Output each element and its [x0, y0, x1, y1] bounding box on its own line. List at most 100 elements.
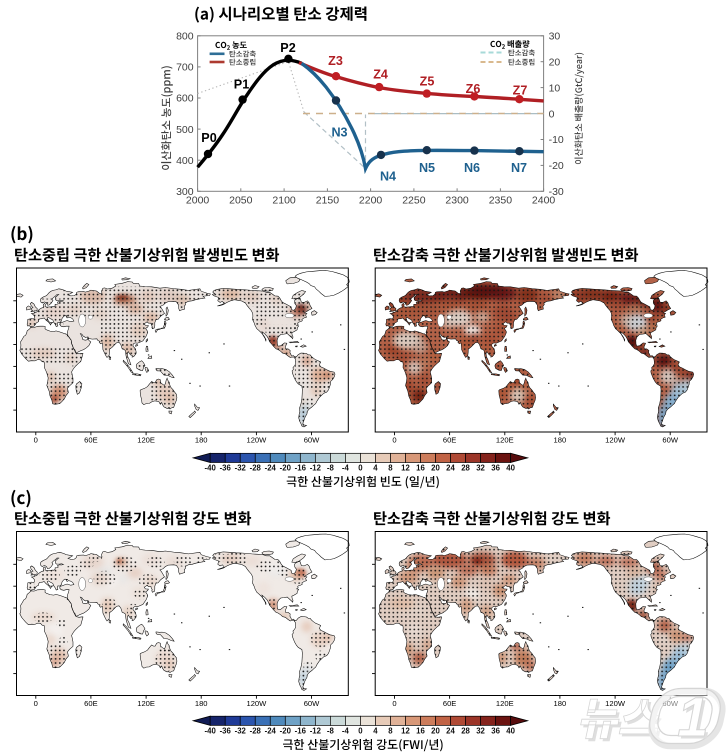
svg-text:16: 16: [416, 464, 425, 473]
svg-text:16: 16: [416, 727, 425, 736]
svg-text:N4: N4: [380, 170, 396, 184]
svg-text:-24: -24: [265, 464, 277, 473]
svg-text:2400: 2400: [532, 195, 556, 207]
svg-text:-12: -12: [310, 727, 322, 736]
svg-text:4: 4: [373, 727, 378, 736]
svg-text:60E: 60E: [443, 699, 457, 708]
svg-text:60E: 60E: [84, 699, 98, 708]
svg-text:0: 0: [392, 699, 396, 708]
svg-text:0: 0: [392, 435, 396, 444]
svg-text:2050: 2050: [229, 195, 253, 207]
svg-text:0: 0: [549, 108, 555, 120]
svg-text:400: 400: [176, 155, 194, 167]
svg-text:60W: 60W: [304, 435, 320, 444]
svg-text:P1: P1: [234, 78, 249, 92]
svg-text:Z4: Z4: [373, 68, 388, 82]
svg-text:120W: 120W: [605, 435, 626, 444]
svg-text:Z5: Z5: [420, 75, 435, 89]
svg-text:36: 36: [491, 727, 500, 736]
svg-text:24: 24: [446, 464, 455, 473]
svg-text:24: 24: [446, 727, 455, 736]
svg-text:-36: -36: [220, 464, 232, 473]
svg-text:60W: 60W: [662, 435, 678, 444]
svg-text:12: 12: [401, 464, 410, 473]
svg-text:120E: 120E: [137, 699, 155, 708]
svg-text:2250: 2250: [402, 195, 426, 207]
svg-text:-16: -16: [295, 727, 307, 736]
svg-text:12: 12: [401, 727, 410, 736]
svg-text:-24: -24: [265, 727, 277, 736]
svg-text:2000: 2000: [186, 195, 210, 207]
svg-text:120W: 120W: [246, 435, 267, 444]
svg-text:Z7: Z7: [513, 84, 528, 98]
svg-text:120E: 120E: [496, 699, 514, 708]
svg-text:40: 40: [506, 727, 515, 736]
svg-text:120W: 120W: [246, 699, 267, 708]
svg-text:20: 20: [549, 56, 561, 68]
svg-text:-12: -12: [310, 464, 322, 473]
svg-text:60E: 60E: [443, 435, 457, 444]
svg-text:0: 0: [34, 435, 38, 444]
svg-text:-20: -20: [549, 160, 564, 172]
svg-text:32: 32: [476, 464, 485, 473]
svg-text:10: 10: [549, 82, 561, 94]
svg-text:-20: -20: [280, 464, 292, 473]
svg-text:-40: -40: [205, 727, 217, 736]
svg-text:P0: P0: [201, 131, 216, 145]
svg-text:180: 180: [554, 699, 567, 708]
svg-text:40: 40: [506, 464, 515, 473]
svg-text:-28: -28: [250, 727, 262, 736]
svg-text:180: 180: [195, 699, 208, 708]
svg-text:-40: -40: [205, 464, 217, 473]
svg-text:300: 300: [176, 186, 194, 198]
svg-text:8: 8: [388, 464, 393, 473]
svg-text:28: 28: [461, 727, 470, 736]
svg-text:60E: 60E: [84, 435, 98, 444]
svg-text:N6: N6: [464, 161, 480, 175]
svg-text:500: 500: [176, 124, 194, 136]
svg-text:600: 600: [176, 93, 194, 105]
svg-text:120E: 120E: [496, 435, 514, 444]
svg-text:-28: -28: [250, 464, 262, 473]
svg-text:P2: P2: [280, 41, 295, 55]
svg-text:-32: -32: [235, 727, 247, 736]
svg-text:4: 4: [373, 464, 378, 473]
svg-text:-16: -16: [295, 464, 307, 473]
svg-text:28: 28: [461, 464, 470, 473]
svg-text:Z3: Z3: [328, 54, 343, 68]
svg-text:30: 30: [549, 31, 561, 43]
svg-text:0: 0: [358, 727, 363, 736]
svg-text:120E: 120E: [137, 435, 155, 444]
svg-text:N5: N5: [419, 161, 435, 175]
svg-text:-30: -30: [549, 186, 564, 198]
svg-text:1: 1: [677, 685, 708, 748]
svg-text:2300: 2300: [445, 195, 469, 207]
svg-text:2150: 2150: [316, 195, 340, 207]
svg-text:N3: N3: [331, 126, 347, 140]
svg-text:180: 180: [195, 435, 208, 444]
svg-text:120W: 120W: [605, 699, 626, 708]
svg-text:-20: -20: [280, 727, 292, 736]
svg-text:20: 20: [431, 464, 440, 473]
svg-text:2100: 2100: [272, 195, 296, 207]
svg-text:-4: -4: [342, 464, 350, 473]
svg-text:-8: -8: [327, 464, 335, 473]
svg-text:0: 0: [358, 464, 363, 473]
svg-text:700: 700: [176, 62, 194, 74]
svg-text:20: 20: [431, 727, 440, 736]
svg-text:2350: 2350: [489, 195, 513, 207]
svg-text:32: 32: [476, 727, 485, 736]
svg-text:N7: N7: [511, 161, 527, 175]
svg-text:-32: -32: [235, 464, 247, 473]
svg-text:-36: -36: [220, 727, 232, 736]
svg-text:-8: -8: [327, 727, 335, 736]
svg-text:1: 1: [680, 688, 711, 751]
svg-text:180: 180: [554, 435, 567, 444]
svg-text:-10: -10: [549, 134, 564, 146]
svg-text:800: 800: [176, 31, 194, 43]
svg-text:-4: -4: [342, 727, 350, 736]
svg-text:60W: 60W: [304, 699, 320, 708]
svg-text:0: 0: [34, 699, 38, 708]
svg-text:8: 8: [388, 727, 393, 736]
svg-text:2200: 2200: [359, 195, 383, 207]
